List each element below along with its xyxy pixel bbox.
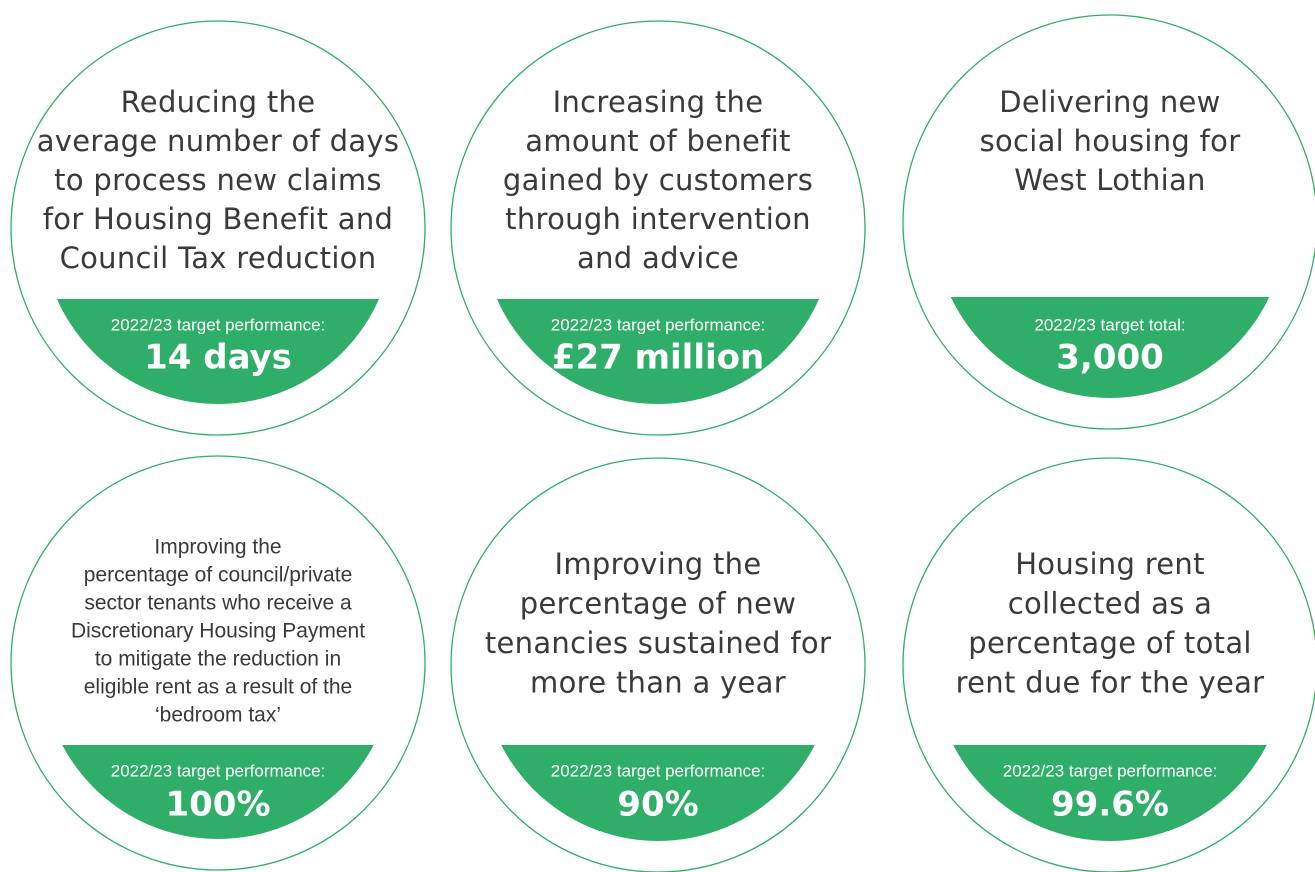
description-line: Increasing the — [553, 85, 764, 119]
target-label: 2022/23 target total: — [1034, 315, 1185, 334]
target-card: Reducing the average number of days to pro… — [10, 20, 426, 436]
description-line: Council Tax reduction — [60, 241, 377, 275]
description-line: average number of days — [37, 124, 400, 158]
target-value: 14 days — [144, 338, 292, 378]
target-label: 2022/23 target performance: — [551, 761, 766, 780]
target-label: 2022/23 target performance: — [111, 315, 326, 334]
description-line: West Lothian — [1014, 163, 1205, 197]
description-line: eligible rent as a result of the — [84, 676, 353, 699]
description-line: gained by customers — [503, 163, 813, 197]
description-line: and advice — [577, 241, 739, 275]
description-line: for Housing Benefit and — [43, 202, 393, 236]
target-card: Improving the percentage of new tenancies … — [450, 457, 866, 872]
description-line: collected as a — [1008, 587, 1213, 621]
description-line: to process new claims — [54, 163, 382, 197]
description-line: Reducing the — [121, 85, 316, 119]
description-line: Housing rent — [1015, 547, 1205, 581]
description-line: sector tenants who receive a — [84, 592, 352, 615]
description-line: more than a year — [530, 666, 786, 700]
target-value: 100% — [165, 785, 270, 825]
description-line: Improving the — [154, 536, 281, 559]
target-label: 2022/23 target performance: — [551, 315, 766, 334]
description-line: rent due for the year — [956, 666, 1265, 700]
target-card: Housing rent collected as a percentage of … — [902, 457, 1315, 872]
target-card: Delivering new social housing for West Lot… — [902, 14, 1315, 430]
target-band — [950, 297, 1270, 398]
target-band — [496, 299, 820, 404]
description-line: through intervention — [505, 202, 811, 236]
target-card: Increasing the amount of benefit gained by… — [450, 20, 866, 436]
target-value: 90% — [617, 785, 698, 825]
target-band — [56, 299, 380, 404]
target-band — [953, 745, 1267, 841]
target-card: Improving the percentage of council/priva… — [10, 455, 426, 871]
target-label: 2022/23 target performance: — [1003, 761, 1218, 780]
description-line: to mitigate the reduction in — [95, 648, 341, 671]
description-line: Discretionary Housing Payment — [71, 620, 365, 643]
description-line: percentage of total — [968, 626, 1252, 660]
target-value: 99.6% — [1051, 785, 1169, 825]
description-line: percentage of new — [520, 587, 797, 621]
description-line: amount of benefit — [525, 124, 791, 158]
description-line: percentage of council/private — [84, 564, 353, 587]
target-band — [62, 745, 374, 839]
target-band — [501, 745, 815, 841]
target-label: 2022/23 target performance: — [111, 761, 326, 780]
description-line: social housing for — [980, 124, 1241, 158]
description-line: ‘bedroom tax’ — [155, 704, 281, 727]
description-line: Delivering new — [999, 85, 1220, 119]
target-value: 3,000 — [1056, 338, 1164, 378]
description-line: Improving the — [555, 547, 762, 581]
target-value: £27 million — [552, 338, 764, 378]
description-line: tenancies sustained for — [485, 626, 831, 660]
